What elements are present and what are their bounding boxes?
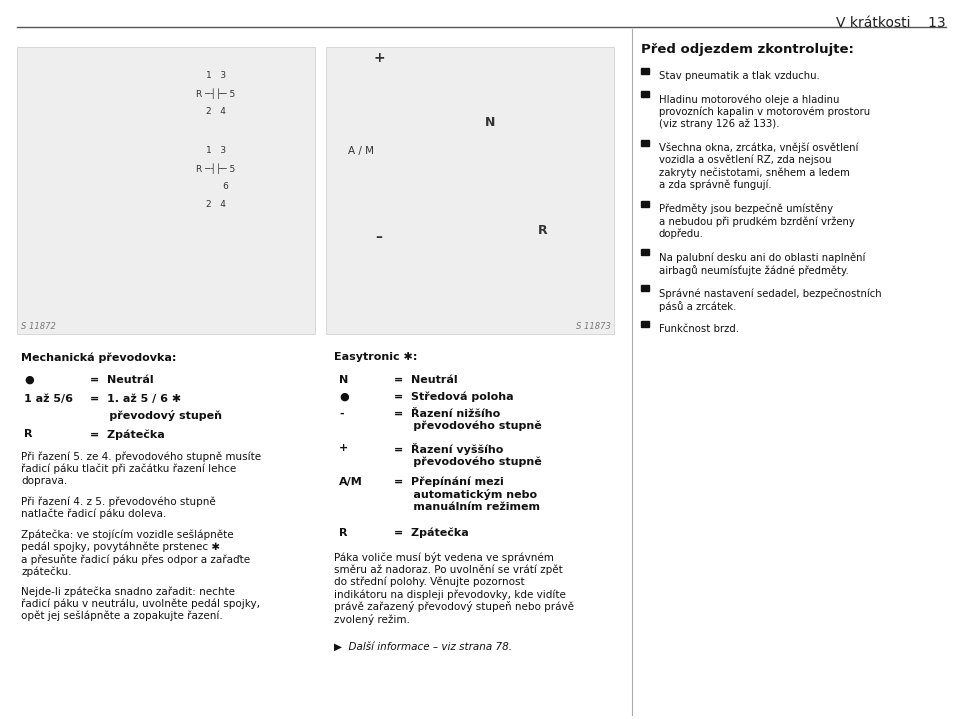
Text: -: - bbox=[339, 409, 344, 419]
Text: Páka voliče musí být vedena ve správném
směru až nadoraz. Po uvolnění se vrátí z: Páka voliče musí být vedena ve správném … bbox=[334, 552, 574, 626]
Text: ●: ● bbox=[24, 375, 34, 385]
Bar bbox=[641, 91, 649, 97]
Text: S 11872: S 11872 bbox=[21, 321, 56, 331]
Bar bbox=[641, 139, 649, 145]
Text: R: R bbox=[339, 528, 348, 538]
Bar bbox=[641, 201, 649, 207]
Text: ▶  Další informace – viz strana 78.: ▶ Další informace – viz strana 78. bbox=[334, 642, 512, 652]
Text: N: N bbox=[485, 116, 494, 129]
Text: =  Řazení nižšího
     převodového stupně: = Řazení nižšího převodového stupně bbox=[394, 409, 541, 431]
Bar bbox=[641, 321, 649, 327]
Text: Před odjezdem zkontrolujte:: Před odjezdem zkontrolujte: bbox=[641, 43, 854, 56]
Text: 1   3: 1 3 bbox=[206, 71, 226, 80]
FancyBboxPatch shape bbox=[326, 47, 614, 334]
Text: R: R bbox=[24, 429, 33, 439]
Text: =  Středová poloha: = Středová poloha bbox=[394, 392, 514, 403]
Text: Správné nastavení sedadel, bezpečnostních
pásů a zrcátek.: Správné nastavení sedadel, bezpečnostníc… bbox=[659, 288, 881, 311]
Text: =  1. až 5 / 6 ✱: = 1. až 5 / 6 ✱ bbox=[90, 394, 181, 404]
Text: Stav pneumatik a tlak vzduchu.: Stav pneumatik a tlak vzduchu. bbox=[659, 71, 819, 81]
Text: Všechna okna, zrcátka, vnější osvětlení
vozidla a osvětlení RZ, zda nejsou
zakry: Všechna okna, zrcátka, vnější osvětlení … bbox=[659, 142, 858, 190]
Text: Zpátečka: ve stojícím vozidle sešlápněte
pedál spojky, povytáhněte prstenec ✱
a : Zpátečka: ve stojícím vozidle sešlápněte… bbox=[21, 529, 251, 577]
Text: Mechanická převodovka:: Mechanická převodovka: bbox=[21, 352, 177, 363]
Text: 2   4: 2 4 bbox=[206, 107, 226, 116]
Text: –: – bbox=[375, 230, 383, 244]
Text: =  Neutrál: = Neutrál bbox=[90, 375, 154, 385]
Text: Hladinu motorového oleje a hladinu
provozních kapalin v motorovém prostoru
(viz : Hladinu motorového oleje a hladinu provo… bbox=[659, 94, 870, 129]
Text: +: + bbox=[373, 50, 385, 65]
Text: Při řazení 5. ze 4. převodového stupně musíte
řadicí páku tlačit při začátku řaz: Při řazení 5. ze 4. převodového stupně m… bbox=[21, 452, 261, 486]
Text: A / M: A / M bbox=[348, 146, 373, 156]
Text: 1   3: 1 3 bbox=[206, 147, 226, 155]
Text: S 11873: S 11873 bbox=[576, 321, 611, 331]
Text: 1 až 5/6: 1 až 5/6 bbox=[24, 394, 73, 404]
Text: =  Přepínání mezi
     automatickým nebo
     manuálním režimem: = Přepínání mezi automatickým nebo manuá… bbox=[394, 477, 540, 512]
Text: +: + bbox=[339, 443, 348, 453]
Text: Předměty jsou bezpečně umístěny
a nebudou při prudkém bzrdění vrženy
dopředu.: Předměty jsou bezpečně umístěny a nebudo… bbox=[659, 204, 854, 239]
Text: Při řazení 4. z 5. převodového stupně
natlačte řadicí páku doleva.: Při řazení 4. z 5. převodového stupně na… bbox=[21, 497, 216, 519]
Text: Na palubní desku ani do oblasti naplnění
airbagů neumísťujte žádné předměty.: Na palubní desku ani do oblasti naplnění… bbox=[659, 252, 865, 275]
Text: R: R bbox=[538, 224, 547, 237]
Text: převodový stupeň: převodový stupeň bbox=[90, 410, 223, 421]
Text: =  Zpátečka: = Zpátečka bbox=[90, 429, 165, 439]
Text: R ─┤├─ 5: R ─┤├─ 5 bbox=[197, 164, 235, 174]
Text: Nejde-li zpátečka snadno zařadit: nechte
řadicí páku v neutrálu, uvolněte pedál : Nejde-li zpátečka snadno zařadit: nechte… bbox=[21, 587, 260, 621]
Text: Easytronic ✱:: Easytronic ✱: bbox=[334, 352, 418, 362]
Text: ●: ● bbox=[339, 392, 348, 402]
Text: 6: 6 bbox=[204, 183, 228, 191]
Text: =  Řazení vyššího
     převodového stupně: = Řazení vyššího převodového stupně bbox=[394, 443, 541, 467]
Text: V krátkosti    13: V krátkosti 13 bbox=[836, 16, 946, 29]
FancyBboxPatch shape bbox=[17, 47, 315, 334]
Text: Funkčnost brzd.: Funkčnost brzd. bbox=[659, 324, 738, 334]
Text: A/M: A/M bbox=[339, 477, 363, 487]
Text: =  Neutrál: = Neutrál bbox=[394, 375, 457, 385]
Bar bbox=[641, 68, 649, 74]
Text: =  Zpátečka: = Zpátečka bbox=[394, 528, 468, 539]
Text: 2   4: 2 4 bbox=[206, 201, 226, 209]
Bar bbox=[641, 285, 649, 291]
Bar bbox=[641, 249, 649, 255]
Text: N: N bbox=[339, 375, 348, 385]
Text: R ─┤├─ 5: R ─┤├─ 5 bbox=[197, 88, 235, 99]
